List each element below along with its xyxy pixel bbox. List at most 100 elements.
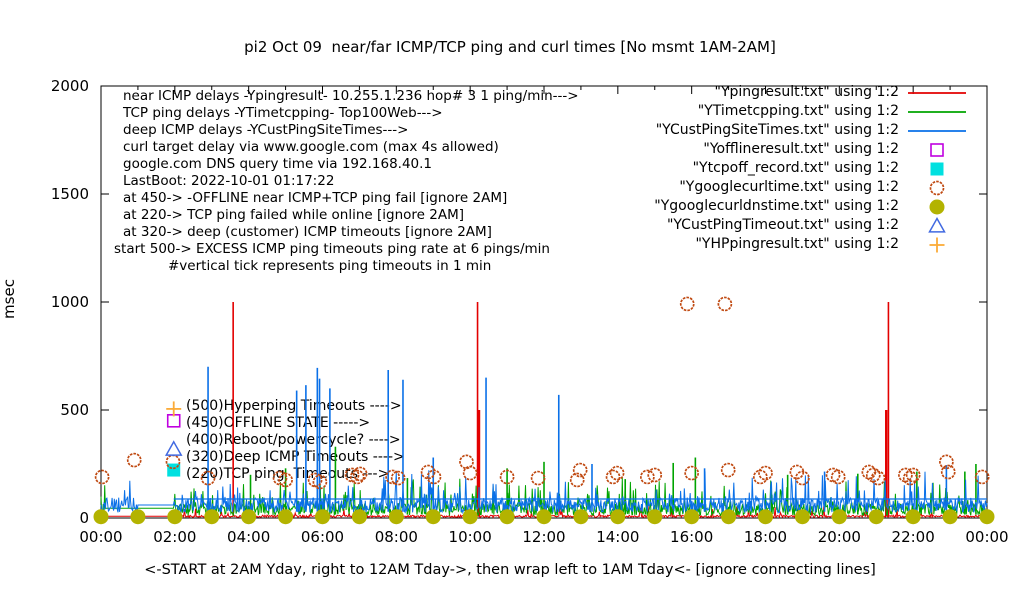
marker-circle-filled: [758, 509, 773, 525]
marker-circle-open: [647, 467, 663, 483]
x-tick-label: 18:00: [743, 528, 788, 546]
marker-triangle-open: [928, 216, 946, 233]
marker-circle-filled: [905, 509, 921, 525]
plot-annotation: curl target delay via www.google.com (ma…: [123, 139, 499, 155]
marker-circle-open: [830, 469, 846, 485]
marker-key-label: (500)Hyperping Timeouts ---->: [186, 398, 402, 414]
x-tick-label: 06:00: [300, 528, 345, 546]
marker-circle-filled: [929, 199, 945, 215]
marker-square-open: [930, 143, 944, 157]
marker-circle-open: [278, 472, 293, 488]
legend-label: "YCustPingTimeout.txt" using 1:2: [666, 217, 899, 233]
marker-circle-filled: [942, 509, 958, 525]
chart-title: pi2 Oct 09 near/far ICMP/TCP ping and cu…: [244, 38, 776, 56]
marker-circle-filled: [278, 509, 294, 525]
marker-key-label: (320)Deep ICMP Timeouts ---->: [186, 449, 405, 465]
marker-circle-open: [349, 469, 365, 485]
marker-circle-filled: [868, 509, 884, 525]
x-tick-label: 04:00: [227, 528, 271, 546]
marker-circle-open: [499, 469, 515, 485]
marker-circle-open: [905, 467, 921, 483]
x-tick-label: 00:00: [965, 528, 1009, 546]
marker-circle-filled: [167, 509, 183, 525]
marker-circle-open: [420, 464, 436, 480]
marker-circle-open: [385, 469, 400, 485]
marker-circle-filled: [499, 509, 515, 525]
y-tick-label: 0: [79, 509, 89, 527]
marker-circle-filled: [647, 509, 663, 525]
marker-circle-filled: [573, 509, 589, 525]
marker-circle-open: [530, 470, 546, 486]
marker-circle-open: [459, 454, 474, 470]
marker-circle-open: [569, 472, 585, 488]
marker-circle-open: [312, 474, 328, 490]
plot-annotation: near ICMP delays -Ypingresult- 10.255.1.…: [123, 88, 579, 104]
marker-circle-filled: [93, 509, 109, 525]
marker-circle-filled: [315, 509, 330, 525]
y-tick-label: 500: [60, 401, 89, 419]
marker-circle-open: [720, 462, 736, 478]
marker-circle-open: [929, 180, 945, 196]
plot-annotation: at 220-> TCP ping failed while online [i…: [123, 207, 465, 223]
x-tick-label: 08:00: [374, 528, 418, 546]
marker-circle-open: [352, 466, 368, 482]
legend-label: "Ytcpoff_record.txt" using 1:2: [692, 160, 899, 176]
marker-circle-filled: [462, 509, 478, 525]
x-tick-label: 22:00: [891, 528, 935, 546]
legend-label: "YHPpingresult.txt" using 1:2: [695, 236, 899, 252]
plot-annotation: #vertical tick represents ping timeouts …: [168, 258, 492, 274]
plot-annotation: start 500-> EXCESS ICMP ping timeouts pi…: [114, 241, 550, 257]
y-tick-label: 1500: [50, 185, 89, 203]
x-tick-label: 16:00: [670, 528, 714, 546]
x-tick-label: 10:00: [448, 528, 492, 546]
legend-label: "Ypingresult.txt" using 1:2: [714, 84, 899, 100]
legend-label: "Ygooglecurldnstime.txt" using 1:2: [654, 198, 899, 214]
marker-circle-open: [609, 465, 625, 481]
legend-label: "Yofflineresult.txt" using 1:2: [703, 141, 899, 157]
marker-circle-open: [940, 464, 956, 480]
marker-circle-filled: [794, 509, 810, 525]
marker-square-filled: [930, 162, 944, 176]
plot-annotation: LastBoot: 2022-10-01 01:17:22: [123, 173, 335, 189]
marker-circle-filled: [425, 509, 441, 525]
plot-annotation: TCP ping delays -YTimetcpping- Top100Web…: [123, 105, 443, 121]
plot-annotation: at 450-> -OFFLINE near ICMP+TCP ping fai…: [123, 190, 508, 206]
x-tick-label: 00:00: [79, 528, 123, 546]
x-tick-label: 12:00: [522, 528, 566, 546]
y-tick-label: 1000: [50, 293, 89, 311]
marker-circle-open: [390, 470, 406, 486]
marker-circle-filled: [351, 509, 367, 525]
legend-label: "YTimetcpping.txt" using 1:2: [697, 103, 899, 119]
marker-circle-filled: [204, 509, 220, 525]
plot-annotation: deep ICMP delays -YCustPingSiteTimes--->: [123, 122, 409, 138]
y-tick-label: 2000: [50, 77, 89, 95]
marker-circle-filled: [831, 509, 847, 525]
marker-circle-open: [795, 470, 810, 486]
marker-circle-filled: [536, 509, 552, 525]
marker-circle-open: [758, 465, 773, 481]
marker-circle-open: [462, 465, 478, 481]
marker-circle-open: [572, 462, 588, 478]
marker-circle-open: [126, 452, 142, 468]
marker-circle-open: [870, 470, 886, 486]
plot-annotation: at 320-> deep (customer) ICMP timeouts […: [123, 224, 492, 240]
legend-label: "Ygooglecurltime.txt" using 1:2: [679, 179, 899, 195]
x-tick-label: 02:00: [153, 528, 197, 546]
marker-circle-open: [426, 469, 442, 485]
plot-annotation: google.com DNS query time via 192.168.40…: [123, 156, 433, 172]
marker-circle-filled: [610, 509, 626, 525]
legend-label: "YCustPingSiteTimes.txt" using 1:2: [655, 122, 899, 138]
marker-circle-filled: [388, 509, 404, 525]
marker-circle-open: [974, 469, 990, 485]
marker-circle-open: [640, 469, 655, 485]
marker-triangle-open: [164, 440, 183, 456]
marker-circle-open: [605, 469, 621, 485]
marker-circle-open: [902, 470, 918, 486]
marker-circle-open: [717, 296, 733, 312]
x-axis-label: <-START at 2AM Yday, right to 12AM Tday-…: [144, 562, 876, 578]
marker-circle-filled: [241, 509, 257, 525]
marker-circle-open: [200, 470, 216, 486]
